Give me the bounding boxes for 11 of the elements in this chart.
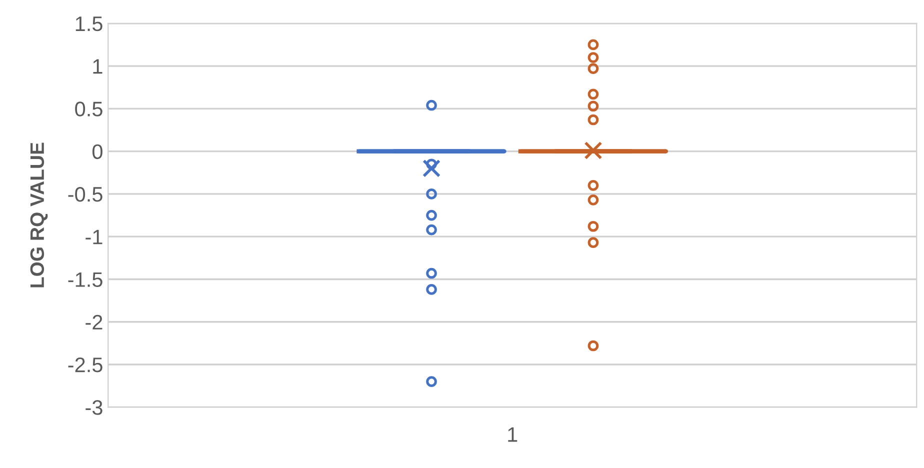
y-tick-label: -2 xyxy=(86,314,102,330)
y-tick-label: -0.5 xyxy=(68,186,102,202)
y-tick-label: -1 xyxy=(86,230,102,244)
y-tick-label: -3 xyxy=(86,400,102,415)
y-tick-label: 0.5 xyxy=(75,102,102,116)
y-tick-label: 1.5 xyxy=(76,16,102,32)
y-tick-label: 1 xyxy=(93,59,102,74)
y-tick-label: 0 xyxy=(92,144,102,160)
y-axis-title: LOG RQ VALUE xyxy=(30,142,48,288)
y-tick-label: -1.5 xyxy=(68,272,102,287)
y-tick-label: -2.5 xyxy=(68,358,102,372)
